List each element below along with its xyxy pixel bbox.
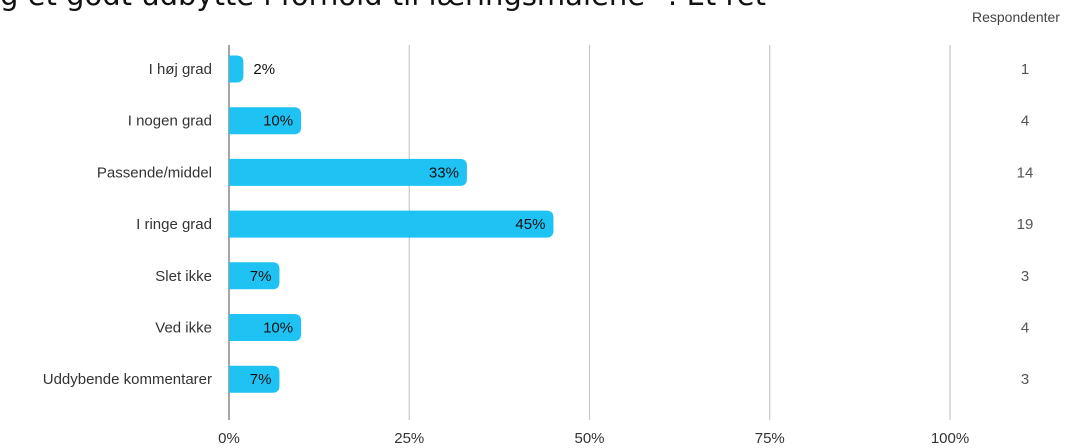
x-tick-label: 25% xyxy=(394,430,424,447)
bar xyxy=(229,262,280,290)
bar xyxy=(229,314,302,341)
data-label: 10% xyxy=(263,113,293,130)
data-label: 10% xyxy=(263,320,293,337)
category-label: Passende/middel xyxy=(97,164,212,181)
bar xyxy=(229,210,554,238)
category-label: Slet ikke xyxy=(155,268,212,285)
x-tick-label: 100% xyxy=(931,430,969,447)
chart-title: g et godt udbytte i forhold til læringsm… xyxy=(0,0,766,12)
respondent-count: 4 xyxy=(1021,113,1029,130)
respondent-count: 3 xyxy=(1021,371,1029,388)
x-tick-label: 75% xyxy=(755,430,785,447)
category-label: I ringe grad xyxy=(136,216,212,233)
x-tick-label: 0% xyxy=(218,430,240,447)
category-label: I nogen grad xyxy=(128,113,212,130)
respondent-count: 1 xyxy=(1021,61,1029,78)
data-label: 33% xyxy=(429,164,459,181)
respondent-count: 14 xyxy=(1017,164,1034,181)
respondent-count: 4 xyxy=(1021,320,1029,337)
bar xyxy=(229,365,280,393)
bar xyxy=(229,55,244,83)
data-label: 7% xyxy=(250,371,272,388)
data-label: 2% xyxy=(253,61,275,78)
respondent-count: 3 xyxy=(1021,268,1029,285)
respondent-count: 19 xyxy=(1017,216,1034,233)
bar xyxy=(229,158,467,186)
category-label: I høj grad xyxy=(149,61,212,78)
category-label: Uddybende kommentarer xyxy=(43,371,212,388)
x-tick-label: 50% xyxy=(574,430,604,447)
respondents-header: Respondenter xyxy=(972,9,1060,25)
category-label: Ved ikke xyxy=(155,320,212,337)
bar xyxy=(229,107,302,135)
data-label: 7% xyxy=(250,268,272,285)
data-label: 45% xyxy=(515,216,545,233)
